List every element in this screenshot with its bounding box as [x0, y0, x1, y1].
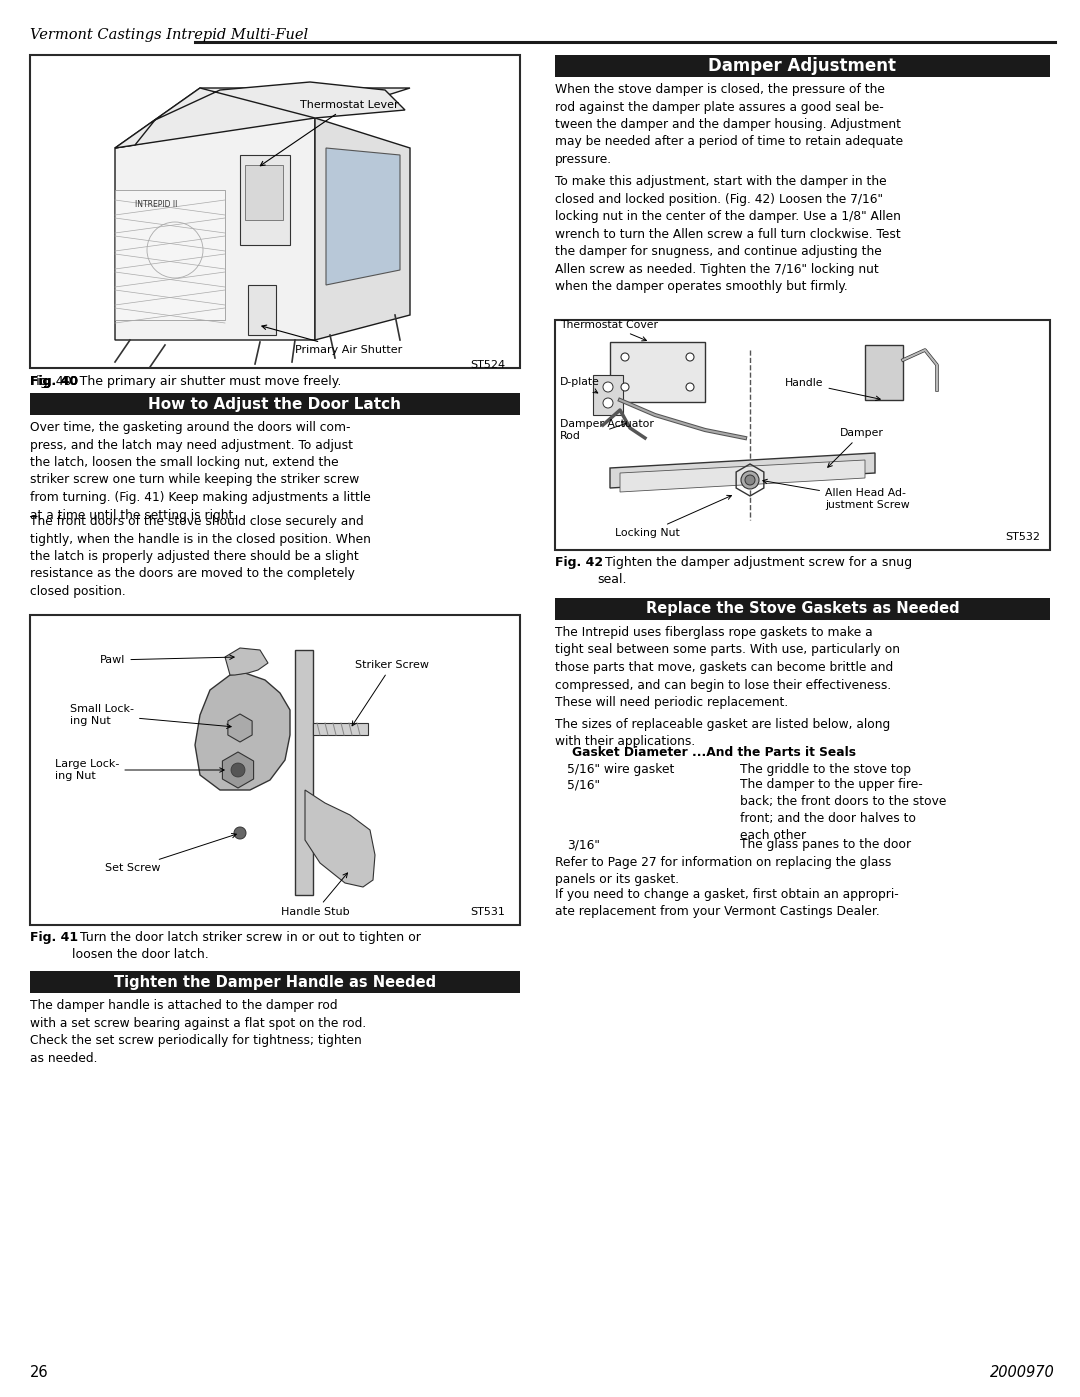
Circle shape — [603, 398, 613, 408]
Text: 2000970: 2000970 — [990, 1365, 1055, 1380]
Text: Fig. 40: Fig. 40 — [30, 374, 78, 388]
Polygon shape — [114, 117, 315, 339]
Text: Tighten the Damper Handle as Needed: Tighten the Damper Handle as Needed — [113, 975, 436, 989]
Bar — [240, 155, 291, 244]
Text: Fig. 42: Fig. 42 — [555, 556, 603, 569]
Text: The sizes of replaceable gasket are listed below, along
with their applications.: The sizes of replaceable gasket are list… — [555, 718, 890, 749]
Bar — [555, 598, 1050, 620]
Circle shape — [741, 471, 759, 489]
Polygon shape — [195, 673, 291, 789]
Polygon shape — [114, 190, 225, 320]
Text: How to Adjust the Door Latch: How to Adjust the Door Latch — [149, 397, 402, 412]
Polygon shape — [114, 88, 410, 148]
Text: Handle: Handle — [785, 379, 880, 401]
Text: Refer to Page 27 for information on replacing the glass
panels or its gasket.: Refer to Page 27 for information on repl… — [555, 856, 891, 887]
Text: 5/16": 5/16" — [567, 778, 600, 791]
Text: Allen Head Ad-
justment Screw: Allen Head Ad- justment Screw — [762, 479, 909, 510]
Bar — [248, 285, 276, 335]
Polygon shape — [114, 82, 405, 148]
Circle shape — [686, 383, 694, 391]
Text: Damper: Damper — [827, 427, 883, 467]
Text: The glass panes to the door: The glass panes to the door — [740, 838, 912, 851]
Text: Replace the Stove Gaskets as Needed: Replace the Stove Gaskets as Needed — [646, 602, 959, 616]
Bar — [555, 320, 1050, 550]
Bar — [245, 165, 283, 219]
Text: D-plate: D-plate — [561, 377, 599, 393]
Circle shape — [686, 353, 694, 360]
Polygon shape — [620, 460, 865, 492]
Text: Tighten the damper adjustment screw for a snug
seal.: Tighten the damper adjustment screw for … — [597, 556, 913, 585]
Text: Vermont Castings Intrepid Multi-Fuel: Vermont Castings Intrepid Multi-Fuel — [30, 28, 308, 42]
Text: 5/16" wire gasket: 5/16" wire gasket — [567, 763, 674, 775]
Text: The griddle to the stove top: The griddle to the stove top — [740, 763, 912, 775]
Text: Fig. 40  The primary air shutter must move freely.: Fig. 40 The primary air shutter must mov… — [30, 374, 341, 388]
Text: 3/16": 3/16" — [567, 838, 599, 851]
Text: If you need to change a gasket, first obtain an appropri-
ate replacement from y: If you need to change a gasket, first ob… — [555, 888, 899, 918]
Bar — [30, 971, 519, 993]
Bar — [865, 345, 903, 400]
Text: ST531: ST531 — [470, 907, 505, 916]
Text: Fig. 40: Fig. 40 — [30, 374, 78, 388]
Bar — [30, 54, 519, 367]
Text: INTREPID II: INTREPID II — [135, 200, 177, 210]
Bar — [313, 724, 368, 735]
Text: Primary Air Shutter: Primary Air Shutter — [261, 326, 402, 355]
Circle shape — [621, 353, 629, 360]
Text: 26: 26 — [30, 1365, 49, 1380]
Text: Small Lock-
ing Nut: Small Lock- ing Nut — [70, 704, 231, 728]
Polygon shape — [610, 453, 875, 488]
Text: Set Screw: Set Screw — [105, 834, 237, 873]
Text: The damper handle is attached to the damper rod
with a set screw bearing against: The damper handle is attached to the dam… — [30, 999, 366, 1065]
Text: Over time, the gasketing around the doors will com-
press, and the latch may nee: Over time, the gasketing around the door… — [30, 420, 370, 521]
Text: Striker Screw: Striker Screw — [352, 659, 429, 726]
Bar — [555, 54, 1050, 77]
Circle shape — [621, 383, 629, 391]
Text: Thermostat Cover: Thermostat Cover — [561, 320, 658, 341]
Polygon shape — [315, 117, 410, 339]
Bar — [30, 393, 519, 415]
Text: Large Lock-
ing Nut: Large Lock- ing Nut — [55, 759, 225, 781]
Text: Damper Actuator
Rod: Damper Actuator Rod — [561, 419, 653, 441]
Circle shape — [234, 827, 246, 840]
Bar — [30, 615, 519, 925]
Polygon shape — [326, 148, 400, 285]
Text: Handle Stub: Handle Stub — [281, 873, 349, 916]
Text: Gasket Diameter ...And the Parts it Seals: Gasket Diameter ...And the Parts it Seal… — [555, 746, 856, 759]
Polygon shape — [305, 789, 375, 887]
Text: The Intrepid uses fiberglass rope gaskets to make a
tight seal between some part: The Intrepid uses fiberglass rope gasket… — [555, 626, 900, 710]
Text: ST524: ST524 — [470, 360, 505, 370]
Text: When the stove damper is closed, the pressure of the
rod against the damper plat: When the stove damper is closed, the pre… — [555, 82, 903, 166]
Text: The damper to the upper fire-
back; the front doors to the stove
front; and the : The damper to the upper fire- back; the … — [740, 778, 946, 842]
Polygon shape — [225, 648, 268, 675]
Circle shape — [745, 475, 755, 485]
Circle shape — [603, 381, 613, 393]
Bar — [610, 342, 705, 402]
Bar — [593, 374, 623, 415]
Circle shape — [231, 763, 245, 777]
Text: Damper Adjustment: Damper Adjustment — [708, 57, 896, 75]
Text: Thermostat Lever: Thermostat Lever — [260, 101, 399, 166]
Text: Fig. 41: Fig. 41 — [30, 930, 78, 944]
Text: Turn the door latch striker screw in or out to tighten or
loosen the door latch.: Turn the door latch striker screw in or … — [72, 930, 421, 961]
Text: ST532: ST532 — [1005, 532, 1040, 542]
Text: Locking Nut: Locking Nut — [615, 496, 731, 538]
Bar — [295, 650, 313, 895]
Text: Pawl: Pawl — [100, 655, 234, 665]
Text: The front doors of the stove should close securely and
tightly, when the handle : The front doors of the stove should clos… — [30, 515, 370, 598]
Text: To make this adjustment, start with the damper in the
closed and locked position: To make this adjustment, start with the … — [555, 175, 901, 293]
